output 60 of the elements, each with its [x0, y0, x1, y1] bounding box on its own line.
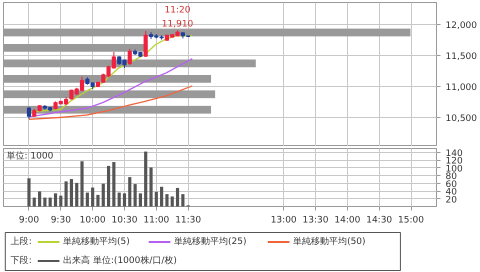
bar	[138, 193, 142, 206]
bar	[91, 188, 94, 206]
legend-label: 単純移動平均(25)	[174, 236, 246, 247]
bar	[38, 191, 42, 206]
bar	[176, 188, 180, 206]
y-tick-label: 11,500	[446, 52, 478, 62]
line-series	[28, 85, 193, 120]
bar	[70, 179, 74, 206]
bar	[160, 186, 164, 206]
x-tick-label: 14:00	[334, 216, 361, 226]
bar	[106, 166, 110, 206]
candlestick	[128, 48, 132, 66]
bar	[43, 198, 46, 206]
annotation: 11:20	[164, 5, 191, 16]
bar	[154, 192, 158, 206]
x-tick-label: 10:00	[80, 216, 106, 226]
candlestick	[144, 30, 148, 58]
bar	[149, 167, 153, 206]
bar	[112, 162, 116, 206]
annotation: 単位: 1000	[6, 150, 54, 162]
x-tick-label: 14:30	[366, 216, 392, 226]
annotation: 11,910	[162, 19, 194, 30]
bar	[48, 198, 52, 206]
candlestick	[26, 106, 32, 120]
bar	[122, 193, 126, 206]
y-tick-label: 10,500	[446, 114, 478, 124]
x-tick-label: 11:00	[143, 216, 170, 226]
x-tick-label: 15:00	[398, 216, 424, 226]
bar	[96, 194, 100, 206]
legend-title: 下段:	[10, 255, 32, 266]
y-tick-label: 11,000	[446, 83, 478, 94]
y-tick-label: 12,000	[446, 21, 478, 32]
bar	[181, 194, 184, 206]
bar	[165, 194, 169, 206]
bar	[118, 192, 121, 206]
bar	[27, 178, 31, 206]
legend-label: 出来高 単位:(1000株/口/枚)	[63, 255, 177, 266]
x-tick-label: 11:30	[175, 216, 202, 226]
bar	[54, 193, 58, 206]
bar	[86, 192, 89, 206]
line-series	[28, 58, 193, 118]
x-tick-label: 10:30	[112, 216, 138, 226]
x-tick-label: 13:30	[302, 216, 329, 226]
bar	[75, 182, 78, 206]
bar	[64, 181, 68, 206]
legend-title: 上段:	[10, 236, 32, 247]
bar	[128, 177, 132, 206]
x-tick-label: 9:00	[18, 216, 40, 226]
bar	[59, 196, 62, 206]
y-tick-label: 20	[446, 195, 458, 206]
bar	[144, 152, 148, 206]
x-tick-label: 13:00	[270, 216, 297, 226]
legend-label: 単純移動平均(5)	[63, 236, 130, 247]
legend-label: 単純移動平均(50)	[293, 236, 366, 247]
bar	[102, 184, 105, 206]
bar	[170, 196, 174, 206]
bar	[80, 161, 84, 206]
bar	[32, 198, 36, 206]
x-tick-label: 9:30	[50, 216, 72, 226]
bar	[134, 184, 137, 206]
